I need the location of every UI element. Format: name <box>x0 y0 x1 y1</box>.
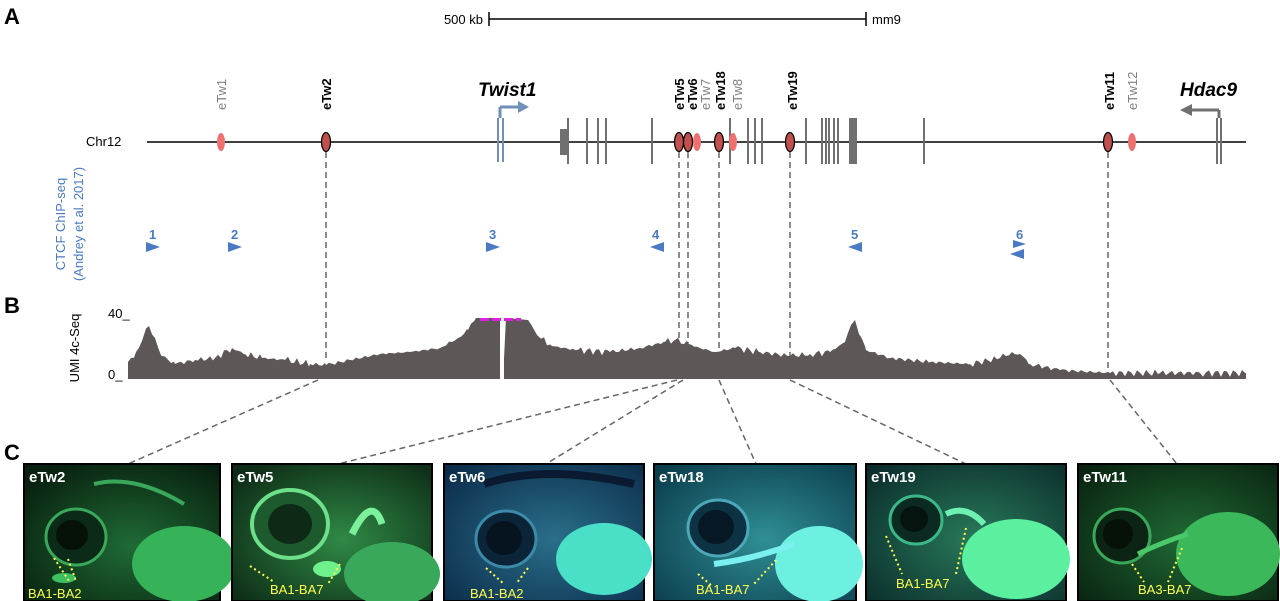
panel-letter-c: C <box>4 440 20 465</box>
enhancer-etw18 <box>713 131 725 153</box>
enhancer-etw11 <box>1102 131 1114 153</box>
ctcf-site-1-label: 1 <box>149 227 156 242</box>
track-ymin-label: 0_ <box>108 367 123 382</box>
embryo-image-etw5: eTw5 BA1-BA7 <box>231 463 440 601</box>
ctcf-reverse-arrow-icon <box>1010 249 1024 259</box>
ctcf-forward-arrow-icon <box>146 242 160 252</box>
chromosome-label: Chr12 <box>86 134 121 149</box>
twist1-label: Twist1 <box>478 80 536 101</box>
track-ymax-label: 40_ <box>108 306 130 321</box>
embryo-image-etw11: eTw11 BA3-BA7 <box>1077 463 1280 601</box>
enhancer-marks <box>217 131 1136 153</box>
ctcf-track-label: CTCF ChIP-seq (Andrey et al. 2017) <box>53 167 86 281</box>
assembly-label: mm9 <box>872 12 901 27</box>
element-labels: eTw1 eTw2 eTw5 eTw6 eTw7 eTw8 eTw18 eTw1… <box>214 71 1140 110</box>
enhancer-etw5 <box>673 131 685 153</box>
twist1-gene: Twist1 <box>478 80 536 162</box>
expression-region-label: BA1-BA7 <box>270 582 323 597</box>
connector-lines <box>127 379 1178 465</box>
ctcf-sites: 1 2 3 4 5 6 <box>146 227 1026 259</box>
gene-ticks <box>560 118 925 164</box>
ctcf-site-3-label: 3 <box>489 227 496 242</box>
ctcf-label-line1: CTCF ChIP-seq <box>53 178 68 270</box>
element-label-etw18: eTw18 <box>713 71 728 110</box>
hdac9-arrow-icon <box>1180 104 1192 116</box>
embryo-label: eTw2 <box>29 469 65 486</box>
element-label-etw2: eTw2 <box>319 78 334 110</box>
enhancer-etw19 <box>784 131 796 153</box>
gene-block <box>560 129 567 155</box>
expression-region-label: BA3-BA7 <box>1138 582 1191 597</box>
element-label-etw7: eTw7 <box>698 79 713 110</box>
enhancer-etw7 <box>693 133 701 151</box>
embryo-label: eTw11 <box>1083 469 1127 486</box>
track-label: UMI 4c-Seq <box>67 314 82 383</box>
ctcf-site-4-label: 4 <box>652 227 660 242</box>
ctcf-forward-arrow-icon <box>486 242 500 252</box>
panel-letter-a: A <box>4 4 20 29</box>
expression-region-label: BA1-BA2 <box>470 586 523 601</box>
enhancer-etw6 <box>682 131 694 153</box>
element-label-etw8: eTw8 <box>730 79 745 110</box>
element-label-etw1: eTw1 <box>214 79 229 110</box>
viewpoint-gap <box>500 300 504 380</box>
enhancer-etw1 <box>217 133 225 151</box>
umi4c-signal <box>128 318 1246 379</box>
scale-bar: 500 kb mm9 <box>444 12 901 27</box>
ctcf-reverse-arrow-icon <box>650 242 664 252</box>
element-label-etw12: eTw12 <box>1125 72 1140 110</box>
element-label-etw5: eTw5 <box>672 78 687 110</box>
ctcf-label-line2: (Andrey et al. 2017) <box>71 167 86 281</box>
embryo-label: eTw6 <box>449 469 485 486</box>
twist1-arrow-icon <box>518 101 529 113</box>
hdac9-label: Hdac9 <box>1180 80 1237 101</box>
embryo-label: eTw19 <box>871 469 916 486</box>
embryo-image-etw19: eTw19 BA1-BA7 <box>865 463 1070 601</box>
ctcf-forward-arrow-icon <box>1013 240 1026 248</box>
scale-bar-label: 500 kb <box>444 12 483 27</box>
ctcf-forward-arrow-icon <box>228 242 242 252</box>
enhancer-etw8 <box>729 133 737 151</box>
expression-region-label: BA1-BA2 <box>28 586 81 601</box>
embryo-image-etw18: eTw18 BA1-BA7 <box>653 463 863 601</box>
expression-region-label: BA1-BA7 <box>896 576 949 591</box>
ctcf-site-2-label: 2 <box>231 227 238 242</box>
enhancer-etw12 <box>1128 133 1136 151</box>
embryo-image-etw2: eTw2 BA1-BA2 <box>23 463 236 601</box>
ctcf-site-6-label: 6 <box>1016 227 1023 242</box>
element-label-etw6: eTw6 <box>685 78 700 110</box>
ctcf-reverse-arrow-icon <box>848 242 862 252</box>
embryo-label: eTw18 <box>659 469 704 486</box>
enhancer-etw2 <box>320 131 332 153</box>
element-label-etw11: eTw11 <box>1102 72 1117 110</box>
element-label-etw19: eTw19 <box>785 71 800 110</box>
ctcf-site-5-label: 5 <box>851 227 858 242</box>
dashed-guides <box>325 152 1109 373</box>
panel-letter-b: B <box>4 293 20 318</box>
expression-region-label: BA1-BA7 <box>696 582 749 597</box>
hdac9-gene: Hdac9 <box>1180 80 1237 164</box>
embryo-label: eTw5 <box>237 469 273 486</box>
embryo-image-etw6: eTw6 BA1-BA2 <box>443 463 652 601</box>
